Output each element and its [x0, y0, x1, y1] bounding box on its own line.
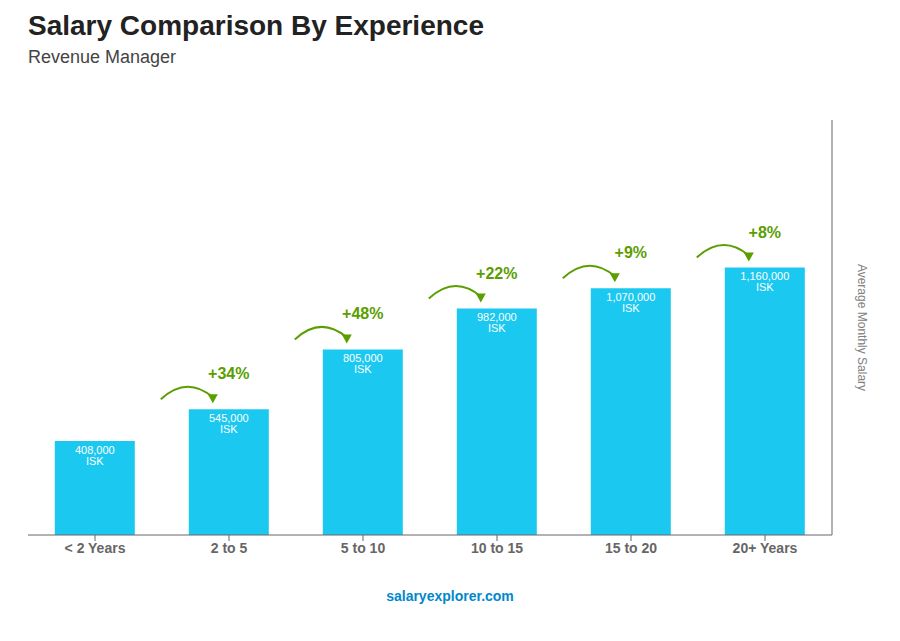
svg-text:1,070,000ISK: 1,070,000ISK: [606, 291, 655, 314]
svg-text:+9%: +9%: [615, 244, 647, 261]
svg-text:982,000ISK: 982,000ISK: [477, 311, 517, 334]
svg-text:10 to 15: 10 to 15: [471, 540, 523, 556]
svg-text:408,000ISK: 408,000ISK: [75, 444, 115, 467]
svg-text:+48%: +48%: [342, 305, 383, 322]
html-text:Revenue Manager: Revenue Manager: [28, 47, 177, 67]
svg-text:1,160,000ISK: 1,160,000ISK: [740, 270, 789, 293]
svg-text:545,000ISK: 545,000ISK: [209, 412, 249, 435]
svg-text:5 to 10: 5 to 10: [341, 540, 386, 556]
svg-text:+22%: +22%: [476, 265, 517, 282]
html-text:Salary Comparison By Experienc: Salary Comparison By Experience: [28, 10, 484, 41]
svg-text:+8%: +8%: [749, 224, 781, 241]
svg-text:+34%: +34%: [208, 365, 249, 382]
svg-text:Average Monthly Salary: Average Monthly Salary: [855, 264, 869, 391]
html-text:salaryexplorer.com: salaryexplorer.com: [386, 588, 514, 604]
svg-text:805,000ISK: 805,000ISK: [343, 352, 383, 375]
svg-text:20+ Years: 20+ Years: [733, 540, 798, 556]
svg-text:15 to 20: 15 to 20: [605, 540, 657, 556]
svg-text:2 to 5: 2 to 5: [211, 540, 248, 556]
svg-text:< 2 Years: < 2 Years: [65, 540, 126, 556]
